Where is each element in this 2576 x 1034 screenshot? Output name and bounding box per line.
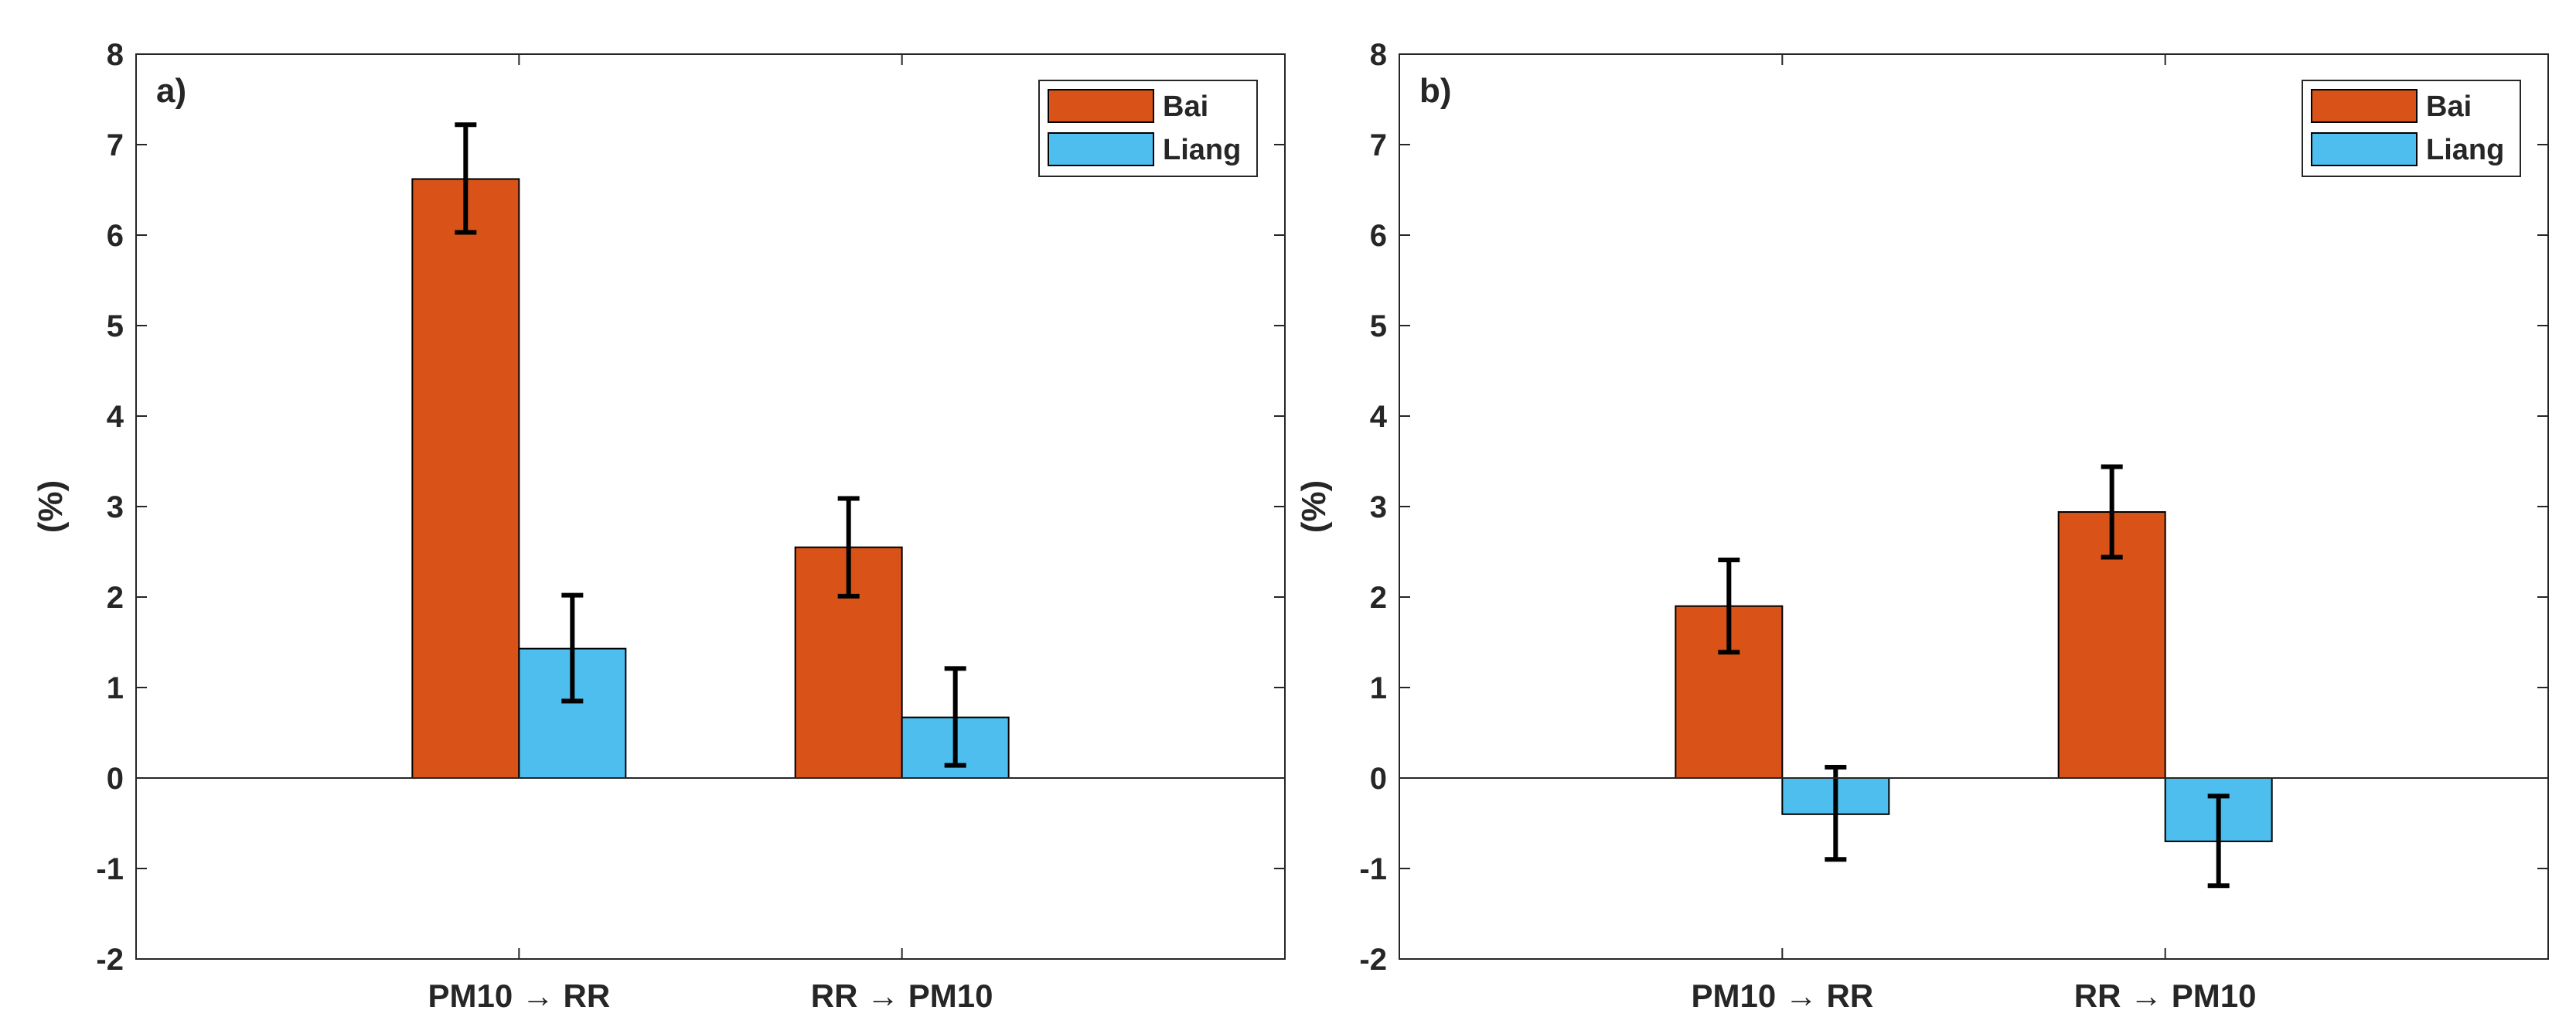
y-tick-label: -1	[96, 852, 124, 886]
y-tick-label: 8	[107, 38, 124, 72]
legend-swatch-bai	[2311, 89, 2418, 123]
panel-a: -2 -1 0 1 2 3 4 5 6 7 8 PM10 → RR RR → PM10 a) (%) Bai L…	[32, 38, 1286, 1014]
legend-swatch-liang	[2311, 132, 2418, 166]
legend-label-liang: Liang	[2426, 134, 2504, 166]
y-tick-label: 3	[107, 490, 124, 524]
legend-label-bai: Bai	[2426, 90, 2472, 123]
x-category-label: PM10 → RR	[1691, 978, 1873, 1014]
y-tick-label: 6	[1370, 219, 1387, 253]
x-category-label: RR → PM10	[2074, 978, 2257, 1014]
y-tick-label: 4	[107, 400, 124, 434]
y-tick-label: 6	[107, 219, 124, 253]
y-tick-label: -2	[1359, 943, 1387, 977]
y-tick-label: 2	[107, 581, 124, 615]
y-axis-label: (%)	[32, 480, 70, 533]
legend-label-liang: Liang	[1163, 134, 1241, 166]
y-tick-label: 2	[1370, 581, 1387, 615]
y-tick-label: 5	[1370, 309, 1387, 343]
y-tick-label: 4	[1370, 400, 1388, 434]
x-category-label: RR → PM10	[811, 978, 993, 1014]
panel-label: b)	[1419, 72, 1452, 110]
bar-bai	[411, 178, 520, 779]
legend-swatch-liang	[1048, 132, 1154, 166]
y-tick-label: 1	[107, 671, 124, 705]
axes-box	[1399, 53, 2549, 960]
y-tick-label: -2	[96, 943, 124, 977]
axes-box	[135, 53, 1286, 960]
legend: Bai Liang	[2302, 80, 2521, 177]
y-tick-label: -1	[1359, 852, 1387, 886]
y-tick-label: 0	[1370, 762, 1387, 796]
panel-b: -2 -1 0 1 2 3 4 5 6 7 8 PM10 → RR RR → PM10 b) (%) Bai L…	[1295, 38, 2549, 1014]
y-tick-label: 7	[1370, 128, 1387, 162]
y-tick-label: 0	[107, 762, 124, 796]
y-tick-label: 1	[1370, 671, 1387, 705]
y-tick-label: 8	[1370, 38, 1387, 72]
y-tick-label: 3	[1370, 490, 1387, 524]
legend: Bai Liang	[1038, 80, 1258, 177]
y-axis-label: (%)	[1295, 480, 1333, 533]
panel-label: a)	[156, 72, 186, 110]
y-tick-label: 5	[107, 309, 124, 343]
legend-label-bai: Bai	[1163, 90, 1208, 123]
y-tick-label: 7	[107, 128, 124, 162]
x-category-label: PM10 → RR	[428, 978, 610, 1014]
legend-swatch-bai	[1048, 89, 1154, 123]
